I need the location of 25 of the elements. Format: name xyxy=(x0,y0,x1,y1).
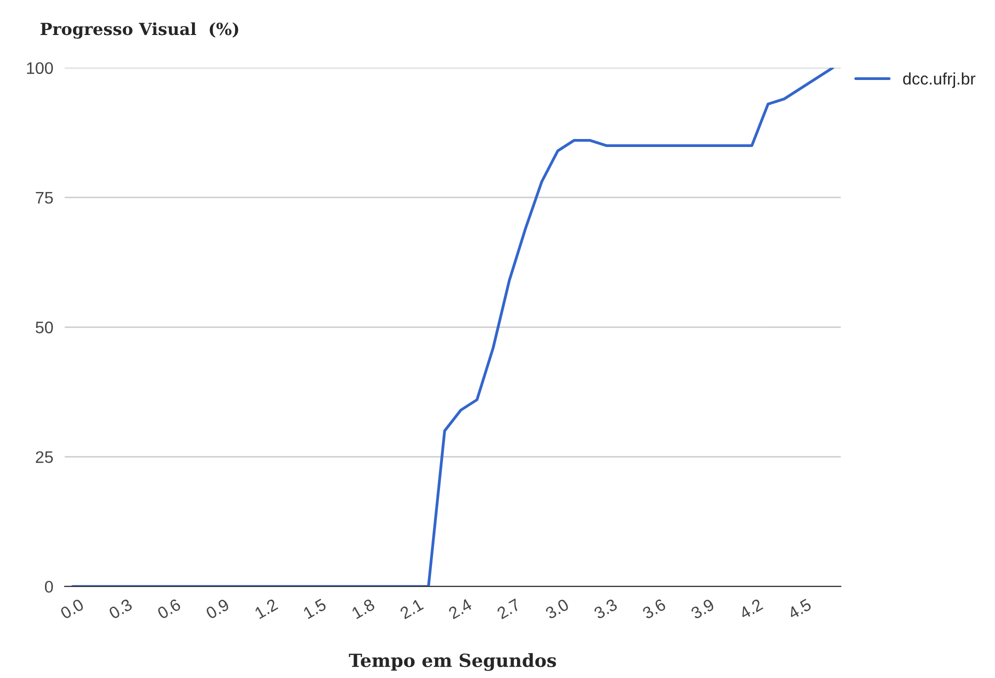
y-tick-label: 0 xyxy=(44,580,53,593)
x-tick-label: 0.0 xyxy=(60,598,84,620)
x-tick-label: 0.6 xyxy=(156,598,182,620)
x-tick-label: 3.9 xyxy=(690,598,715,620)
x-tick-label: 4.2 xyxy=(738,598,764,620)
x-tick-label: 4.5 xyxy=(787,598,812,620)
chart-title: Progresso Visual (%) xyxy=(40,22,238,39)
x-tick-label: 3.6 xyxy=(642,598,666,620)
x-tick-label: 2.1 xyxy=(399,598,424,620)
x-tick-label: 1.5 xyxy=(302,598,327,620)
x-axis-title: Tempo em Segundos xyxy=(348,653,556,671)
x-tick-label: 1.2 xyxy=(254,598,278,619)
legend-label: dcc.ufrj.br xyxy=(903,72,976,88)
x-tick-label: 0.3 xyxy=(108,598,133,620)
x-tick-label: 1.8 xyxy=(351,598,376,620)
x-tick-label: 2.4 xyxy=(448,598,473,620)
y-tick-label: 100 xyxy=(27,62,53,74)
y-tick-label: 25 xyxy=(36,451,53,464)
y-tick-label: 50 xyxy=(36,322,53,334)
x-tick-label: 2.7 xyxy=(496,598,521,620)
y-tick-label: 75 xyxy=(36,192,53,204)
x-tick-label: 0.9 xyxy=(205,598,230,620)
x-tick-label: 3.0 xyxy=(544,598,570,620)
line-series xyxy=(71,68,834,586)
x-tick-label: 3.3 xyxy=(593,598,618,620)
